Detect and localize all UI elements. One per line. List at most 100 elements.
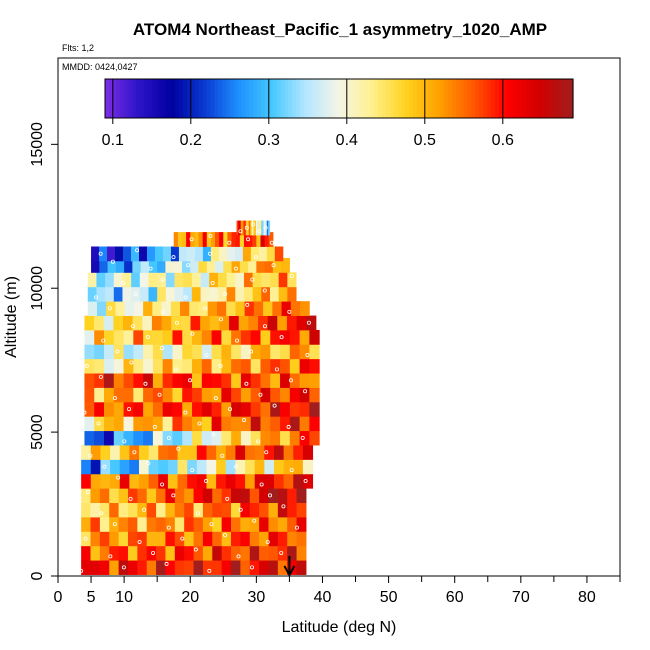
observation-point: [305, 352, 310, 357]
colorbar-segment: [405, 79, 410, 118]
heatmap-cell: [174, 286, 184, 302]
heatmap-cell: [210, 232, 216, 247]
heatmap-cell: [231, 232, 237, 247]
colorbar-segment: [237, 79, 243, 118]
heatmap-cell: [184, 560, 195, 575]
heatmap-cell: [231, 488, 241, 504]
colorbar-tick-label: 0.5: [414, 132, 436, 149]
colorbar-segment: [342, 79, 348, 118]
heatmap-cell: [221, 430, 232, 446]
heatmap-cell: [231, 387, 242, 403]
colorbar-segment: [346, 79, 352, 118]
observation-point: [183, 410, 188, 415]
heatmap-cell: [201, 401, 213, 417]
heatmap-cell: [244, 301, 255, 316]
heatmap-cell: [94, 329, 105, 345]
colorbar-segment: [124, 79, 129, 118]
heatmap-cell: [287, 545, 298, 561]
heatmap-cell: [127, 545, 138, 561]
heatmap-cell: [254, 220, 257, 236]
observation-point: [246, 237, 251, 242]
heatmap-cell: [235, 232, 241, 247]
y-tick-label: 10000: [29, 266, 46, 311]
heatmap-cell: [184, 502, 195, 518]
heatmap-cell: [103, 315, 114, 331]
heatmap-cell: [221, 531, 232, 547]
heatmap-cell: [173, 258, 183, 273]
colorbar-segment: [319, 79, 324, 118]
heatmap-cell: [240, 416, 252, 432]
observation-point: [183, 295, 188, 300]
colorbar-segment: [495, 79, 500, 118]
heatmap-cell: [129, 459, 140, 475]
heatmap-cell: [123, 329, 134, 345]
heatmap-cell: [249, 502, 260, 518]
heatmap-cell: [118, 488, 129, 504]
heatmap-cell: [289, 401, 301, 417]
heatmap-cell: [240, 545, 251, 561]
colorbar: 0.1 0.2 0.3 0.4 0.5 0.6: [102, 78, 574, 149]
heatmap-cell: [248, 232, 253, 247]
heatmap-cell: [109, 517, 120, 532]
heatmap-cell: [231, 430, 242, 446]
heatmap-cell: [124, 258, 133, 273]
heatmap-cell: [299, 358, 310, 374]
heatmap-cell: [280, 358, 291, 374]
heatmap-cell: [104, 344, 115, 360]
heatmap-cell: [217, 272, 228, 288]
colorbar-segment: [541, 79, 547, 118]
heatmap-cell: [131, 286, 141, 302]
heatmap-cell: [133, 344, 144, 360]
colorbar-segment: [463, 79, 469, 118]
heatmap-cell: [289, 373, 301, 388]
observation-point: [142, 507, 147, 512]
heatmap-cell: [84, 430, 95, 446]
heatmap-cell: [240, 373, 252, 388]
heatmap-cell: [231, 258, 241, 273]
heatmap-cell: [165, 502, 176, 518]
heatmap-cell: [174, 488, 185, 504]
colorbar-segment: [206, 79, 211, 118]
heatmap-cell: [258, 246, 268, 262]
observation-point: [82, 410, 87, 415]
heatmap-cell: [309, 401, 320, 417]
heatmap-cell: [138, 445, 150, 460]
heatmap-cell: [259, 502, 269, 518]
heatmap-cell: [171, 315, 182, 331]
heatmap-cell: [192, 416, 203, 432]
heatmap-cell: [296, 502, 307, 518]
heatmap-cell: [280, 416, 291, 432]
colorbar-segment: [112, 79, 118, 118]
x-tick-label: 50: [380, 589, 398, 606]
colorbar-segment: [163, 79, 168, 118]
heatmap-cell: [201, 358, 213, 374]
heatmap-cell: [202, 488, 213, 504]
heatmap-cell: [81, 473, 92, 489]
observation-point: [286, 424, 291, 429]
colorbar-segment: [276, 79, 282, 118]
heatmap-cell: [177, 232, 183, 247]
heatmap-cell: [90, 502, 101, 518]
observation-point: [223, 533, 228, 538]
observation-point: [227, 240, 232, 245]
heatmap-cell: [201, 387, 213, 403]
heatmap-cell: [146, 517, 157, 532]
heatmap-cell: [165, 488, 176, 504]
heatmap-cell: [250, 387, 261, 403]
heatmap-cell: [129, 445, 140, 460]
heatmap-cell: [106, 301, 116, 316]
heatmap-cell: [154, 246, 164, 262]
heatmap-cell: [162, 401, 173, 417]
heatmap-cell: [96, 272, 106, 288]
observation-point: [171, 493, 176, 498]
heatmap-cell: [296, 315, 307, 331]
heatmap-cell: [94, 315, 105, 331]
heatmap-cell: [192, 329, 203, 345]
observation-point: [272, 403, 277, 408]
heatmap-cell: [119, 445, 130, 460]
heatmap-cell: [277, 315, 288, 331]
colorbar-tick-label: 0.3: [258, 132, 280, 149]
heatmap-cell: [104, 416, 115, 432]
heatmap-cell: [225, 459, 236, 475]
